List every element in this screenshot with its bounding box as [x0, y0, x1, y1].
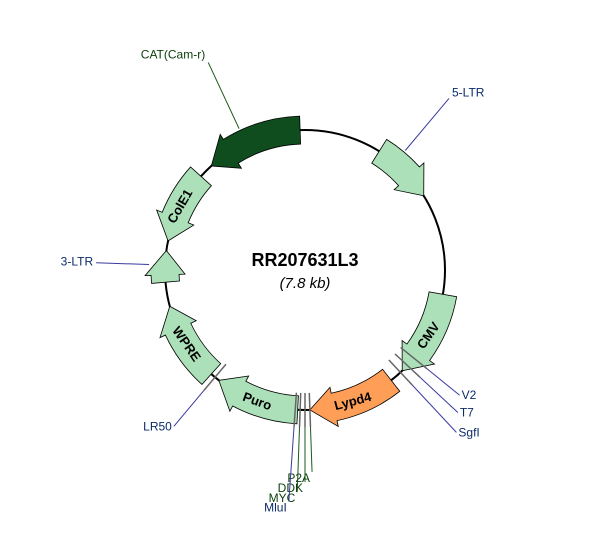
site-tick-myc: [300, 393, 301, 427]
segment-five-ltr: [372, 139, 424, 195]
site-label-mlui: MluI: [264, 500, 287, 514]
site-leader-lr50: [174, 389, 205, 427]
leader-three-ltr: [96, 263, 149, 265]
leader-five-ltr: [405, 98, 449, 150]
plasmid-name: RR207631L3: [251, 250, 358, 270]
site-label-lr50: LR50: [143, 419, 172, 433]
segment-three-ltr: [145, 251, 185, 284]
plasmid-size: (7.8 kb): [280, 275, 331, 292]
site-label-v2: V2: [462, 388, 477, 402]
segment-cat: [211, 116, 300, 168]
ext-label-cat: CAT(Cam-r): [141, 47, 205, 61]
site-leader-v2: [425, 368, 459, 396]
site-tick-p2a: [309, 393, 310, 427]
site-leader-p2a: [310, 425, 312, 472]
leader-cat: [208, 62, 239, 128]
ext-label-five-ltr: 5-LTR: [452, 85, 485, 99]
site-leader-sgfi: [411, 383, 457, 432]
site-label-t7: T7: [460, 406, 474, 420]
site-leader-t7: [418, 376, 457, 413]
ext-label-three-ltr: 3-LTR: [61, 255, 94, 269]
plasmid-map: RR207631L3(7.8 kb)CMVLypd4PuroWPREColE15…: [0, 0, 600, 535]
site-label-sgfi: SgfI: [458, 425, 479, 439]
